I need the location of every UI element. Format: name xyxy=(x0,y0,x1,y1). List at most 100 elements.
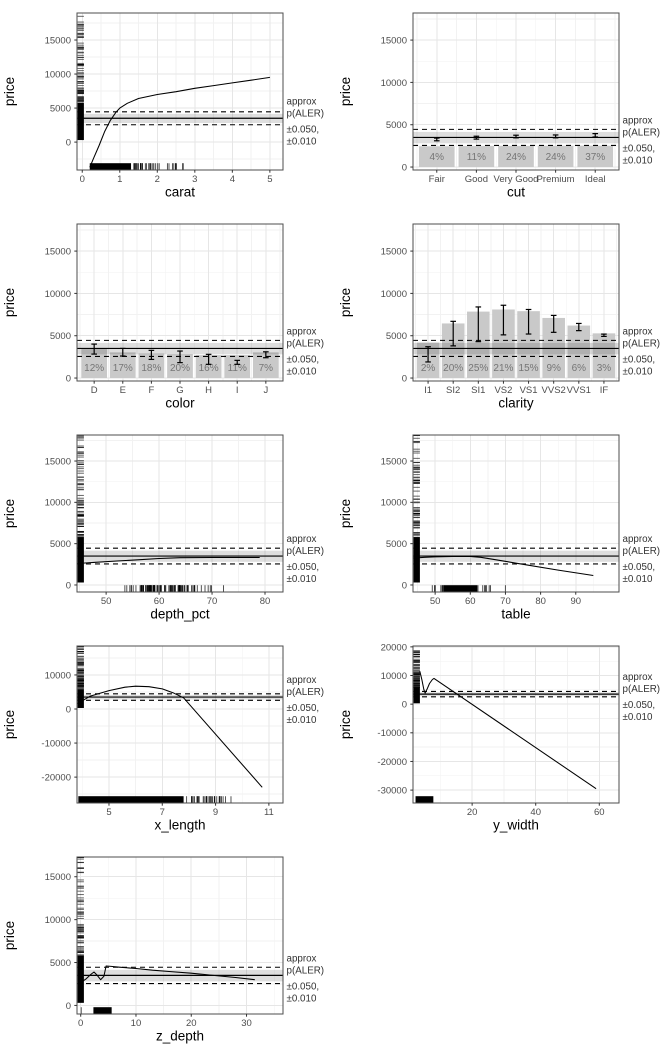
y-tick-label: 0 xyxy=(402,162,407,173)
panel-table: 50 60 70 80 90 0 5000 10000 15000 table price appro… xyxy=(338,434,661,622)
x-tick-label: E xyxy=(120,385,126,396)
x-axis-title: clarity xyxy=(498,396,534,411)
y-tick-label: 0 xyxy=(402,700,407,711)
aler-annotation-line: ±0.010 xyxy=(287,715,317,726)
x-axis: I1 SI2 SI1 VS2 VS1 VVS2 VVS1 IF xyxy=(424,381,608,396)
y-tick-label: 15000 xyxy=(45,246,71,257)
y-tick-label: 10000 xyxy=(45,69,71,80)
error-bar xyxy=(576,322,582,332)
x-tick-label: Good xyxy=(465,174,488,185)
aler-annotation-line: approx xyxy=(287,675,317,686)
error-bar xyxy=(450,320,456,347)
y-axis-title: price xyxy=(2,921,17,950)
y-rug-block xyxy=(77,102,84,141)
x-tick-label: 70 xyxy=(500,596,511,607)
aler-annotation-line: p(ALER) xyxy=(287,546,325,557)
aler-annotation-line: p(ALER) xyxy=(623,127,661,138)
error-bar xyxy=(475,306,482,343)
panel-cell-color: 12% 17% 18% 20% 16% 11% 7% D E F G H I J 0 5000 10000 150… xyxy=(0,211,336,422)
gridlines xyxy=(77,857,283,1014)
category-bar xyxy=(492,309,515,379)
x-axis-title: carat xyxy=(165,185,195,200)
x-tick-label: Very Good xyxy=(494,174,539,185)
aler-annotation-line: approx xyxy=(623,115,653,126)
x-tick-label: SI1 xyxy=(471,385,485,396)
category-bar xyxy=(441,323,465,379)
ale-line xyxy=(76,685,263,788)
panel-border xyxy=(412,434,620,593)
panel-x_length: 5 7 9 11 10000 0 -10000 -20000 x_length price appr… xyxy=(2,645,324,833)
y-axis-title: price xyxy=(2,77,17,106)
x-axis: 0 1 2 3 4 5 xyxy=(80,170,273,185)
x-tick-label: VS2 xyxy=(494,385,512,396)
category-bar xyxy=(498,145,534,168)
y-tick-label: 10000 xyxy=(381,289,407,300)
x-rug-block xyxy=(443,585,478,592)
x-tick-label: F xyxy=(148,385,154,396)
aler-annotation-line: ±0.050, xyxy=(623,143,656,154)
panel-cell-x_length: 5 7 9 11 10000 0 -10000 -20000 x_length price appr… xyxy=(0,633,336,844)
aler-annotation-line: ±0.050, xyxy=(287,124,320,135)
x-axis: 20 40 60 xyxy=(467,803,605,818)
ale-line xyxy=(412,555,594,577)
panel-depth_pct: 50 60 70 80 0 5000 10000 15000 depth_pct price app… xyxy=(2,434,325,622)
panel-background xyxy=(77,857,283,1014)
x-tick-label: I xyxy=(236,385,239,396)
y-tick-label: -20000 xyxy=(41,773,71,784)
panel-background xyxy=(77,435,283,592)
y-tick-label: 15000 xyxy=(381,456,407,467)
y-axis: 0 5000 10000 15000 xyxy=(381,456,413,591)
y-tick-label: 0 xyxy=(66,137,71,148)
bar-pct-label: 11% xyxy=(467,152,486,163)
y-tick-label: 5000 xyxy=(50,103,71,114)
y-tick-label: 20000 xyxy=(381,642,407,653)
aler-annotation-line: p(ALER) xyxy=(287,338,325,349)
bar-pct-label: 18% xyxy=(141,363,161,374)
x-tick-label: 50 xyxy=(430,596,441,607)
y-rug-block xyxy=(77,689,84,708)
panel-carat: 0 1 2 3 4 5 0 5000 10000 15000 carat price approxp(A… xyxy=(2,12,324,200)
bar-pct-label: 12% xyxy=(84,363,104,374)
y-axis: 0 5000 10000 15000 xyxy=(381,246,413,384)
error-bar xyxy=(513,134,519,139)
x-axis: D E F G H I J xyxy=(91,381,268,396)
gridlines xyxy=(413,435,619,592)
y-axis: 0 5000 10000 15000 xyxy=(381,35,413,173)
bar-pct-label: 20% xyxy=(443,363,463,374)
y-axis: 0 5000 10000 15000 xyxy=(45,456,77,591)
x-rug xyxy=(431,585,506,592)
y-axis: 20000 10000 0 -10000 -20000 -30000 xyxy=(377,642,413,797)
bar-pct-label: 4% xyxy=(430,152,445,163)
error-bar xyxy=(205,353,212,365)
x-tick-label: 0 xyxy=(80,174,85,185)
y-tick-label: 10000 xyxy=(45,915,71,926)
bar-pct-label: 6% xyxy=(572,363,587,374)
bar-pct-label: 9% xyxy=(546,363,561,374)
y-tick-label: -10000 xyxy=(41,738,71,749)
x-rug-block xyxy=(78,796,184,803)
panel-border xyxy=(412,645,620,804)
bar-pct-label: 2% xyxy=(421,363,436,374)
x-tick-label: 1 xyxy=(117,174,122,185)
error-bar xyxy=(91,343,97,355)
aler-annotation-line: p(ALER) xyxy=(623,546,661,557)
y-tick-label: 15000 xyxy=(45,872,71,883)
error-bar xyxy=(234,359,241,365)
x-tick-label: Premium xyxy=(537,174,575,185)
panel-background xyxy=(413,646,619,803)
x-tick-label: 30 xyxy=(241,1018,252,1029)
x-tick-label: D xyxy=(91,385,98,396)
x-tick-label: 7 xyxy=(160,807,165,818)
y-tick-label: 5000 xyxy=(386,120,407,131)
category-bar xyxy=(467,311,490,379)
y-axis-title: price xyxy=(338,288,353,317)
error-bar xyxy=(177,350,183,364)
aler-annotation-line: ±0.010 xyxy=(287,366,317,377)
x-tick-label: 60 xyxy=(154,596,165,607)
panel-cell-z_depth: 0 10 20 30 0 5000 10000 15000 z_depth price approx… xyxy=(0,844,336,1055)
panel-cell-depth_pct: 50 60 70 80 0 5000 10000 15000 depth_pct price app… xyxy=(0,422,336,633)
